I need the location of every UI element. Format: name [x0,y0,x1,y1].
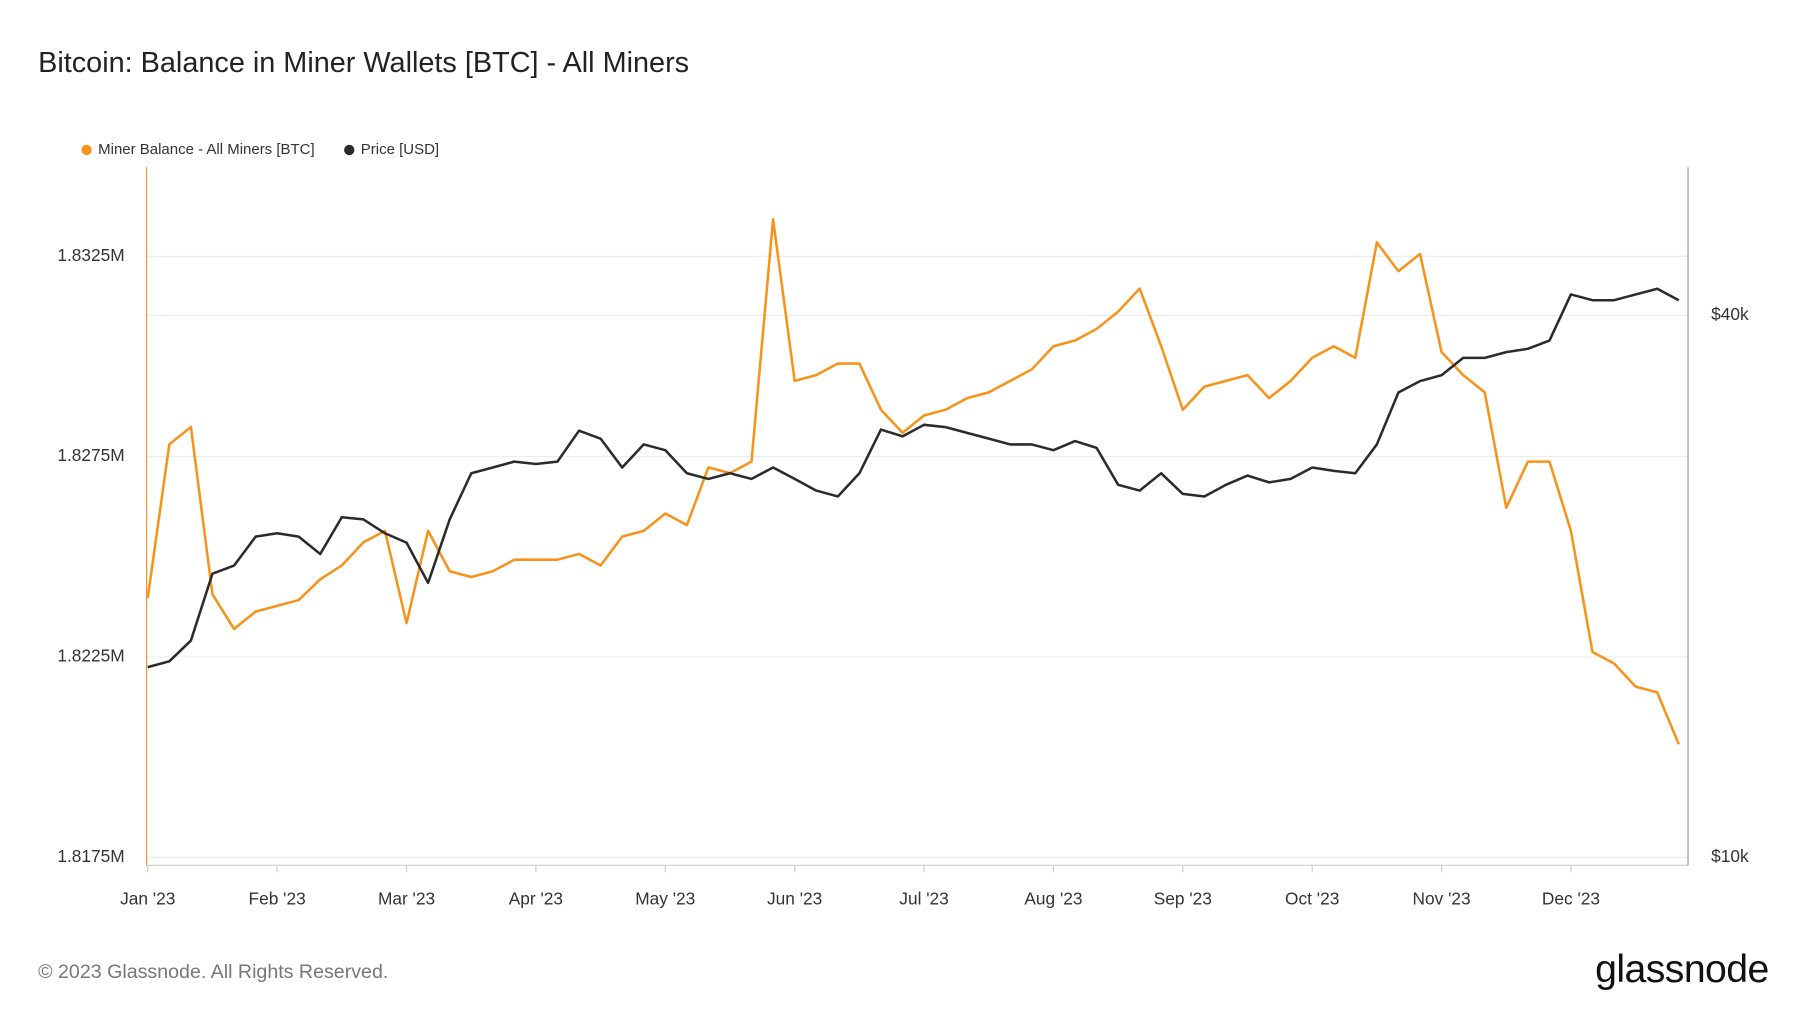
y-tick-label: 1.8325M [57,245,124,265]
legend-marker [81,144,92,156]
x-tick-label: Jul '23 [899,888,948,908]
x-tick-label: Jun '23 [767,888,822,908]
series-line [147,287,1680,669]
x-tick-label: Mar '23 [378,888,435,908]
legend-marker [344,144,355,156]
footer: © 2023 Glassnode. All Rights Reserved. [38,961,388,983]
x-tick-label: Aug '23 [1024,888,1082,908]
x-tick-label: Dec '23 [1542,888,1600,908]
x-tick-label: Oct '23 [1285,888,1339,908]
x-tick-label: Sep '23 [1154,888,1212,908]
y-tick-label: 1.8175M [57,846,124,866]
x-tick-label: Feb '23 [249,888,306,908]
x-tick-label: Jan '23 [120,888,175,908]
chart-title: Bitcoin: Balance in Miner Wallets [BTC] … [38,47,689,79]
y-tick-label: 1.8225M [57,646,124,666]
x-tick-label: May '23 [635,888,695,908]
x-tick-label: Apr '23 [509,888,563,908]
y2-tick-label: $40k [1711,304,1749,324]
y-tick-label: 1.8275M [57,445,124,465]
x-tick-label: Nov '23 [1413,888,1471,908]
series-line [146,218,1680,745]
legend-label: Miner Balance - All Miners [BTC] [98,141,315,158]
y2-tick-label: $10k [1711,846,1749,866]
legend-label: Price [USD] [361,141,439,158]
logo: glassnode [1595,947,1769,991]
